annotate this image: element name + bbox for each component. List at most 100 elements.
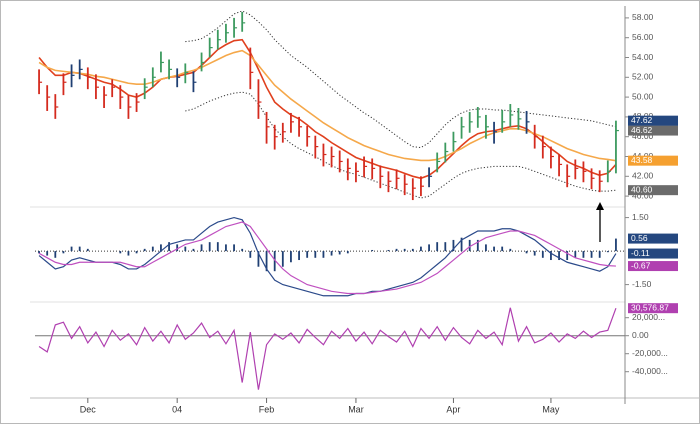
histogram-bar <box>160 244 162 252</box>
y-tick-label: 58.00 <box>632 12 654 22</box>
value-box <box>628 261 678 272</box>
histogram-bar <box>192 248 195 252</box>
histogram-bar <box>476 239 479 252</box>
histogram-bar <box>452 239 455 252</box>
histogram-bar <box>86 248 89 252</box>
histogram-bar <box>330 251 333 256</box>
histogram-bar <box>127 251 130 256</box>
histogram-bar <box>225 244 227 252</box>
histogram-bar <box>582 251 585 258</box>
y-tick-label: 56.00 <box>632 32 654 42</box>
histogram-bar <box>338 251 341 255</box>
histogram-bar <box>428 244 430 252</box>
histogram-bar <box>62 251 65 254</box>
y-tick-label: -1.50 <box>632 279 652 289</box>
y-tick-label: 40.00 <box>632 190 654 200</box>
histogram-bar <box>322 251 325 258</box>
histogram-bar <box>290 251 292 263</box>
histogram-bar <box>371 249 374 252</box>
x-tick-label: Mar <box>348 404 364 414</box>
histogram-bar <box>306 251 309 258</box>
histogram-bar <box>509 248 512 252</box>
y-tick-label: 1.50 <box>632 212 649 222</box>
oscillator-line <box>38 307 617 390</box>
histogram-bar <box>485 244 487 252</box>
value-box-label: -0.67 <box>631 260 651 270</box>
histogram-bar <box>606 251 609 253</box>
histogram-bar <box>444 242 447 252</box>
y-tick-label: 54.00 <box>632 52 654 62</box>
histogram-bar <box>46 251 49 256</box>
histogram-bar <box>257 251 260 267</box>
histogram-bar <box>541 251 544 258</box>
histogram-bar <box>54 251 57 258</box>
histogram-bar <box>314 251 317 258</box>
histogram-bar <box>233 244 235 252</box>
value-box-label: -0.11 <box>631 248 650 258</box>
histogram-bar <box>249 251 252 258</box>
histogram-bar <box>346 251 349 254</box>
x-tick-label: Apr <box>446 404 460 414</box>
histogram-bar <box>436 242 439 252</box>
indicator-line <box>38 38 617 180</box>
histogram-bar <box>176 244 179 252</box>
indicator-line <box>185 91 617 199</box>
histogram-bar <box>281 251 284 267</box>
histogram-bar <box>208 242 211 252</box>
histogram-bar <box>566 251 569 261</box>
histogram-bar <box>574 251 577 258</box>
y-tick-label: 0.00 <box>632 330 649 340</box>
indicator-line <box>185 10 617 149</box>
histogram-bar <box>460 237 463 252</box>
value-box <box>628 125 678 136</box>
histogram-bar <box>184 246 187 252</box>
value-box-label: 40.60 <box>631 184 653 194</box>
histogram-bar <box>241 248 244 252</box>
x-tick-label: May <box>542 404 560 414</box>
y-tick-label: -20,000... <box>632 348 668 358</box>
histogram-bar <box>533 251 536 256</box>
y-tick-label: -40,000... <box>632 366 668 376</box>
histogram-bar <box>216 242 219 252</box>
histogram-bar <box>273 251 276 272</box>
value-box <box>628 303 678 314</box>
histogram-bar <box>420 246 422 252</box>
histogram-bar <box>493 246 495 252</box>
value-box-label: 47.62 <box>631 115 653 125</box>
y-tick-label: 52.00 <box>632 72 654 82</box>
x-tick-label: Feb <box>259 404 275 414</box>
histogram-bar <box>501 246 504 252</box>
histogram-bar <box>135 251 138 254</box>
value-box <box>628 155 678 166</box>
histogram-bar <box>70 246 73 252</box>
value-box <box>628 185 678 196</box>
macd-line <box>38 221 616 295</box>
value-box <box>628 233 678 244</box>
histogram-bar <box>298 251 300 261</box>
histogram-bar <box>168 242 170 252</box>
x-tick-label: 04 <box>172 404 182 414</box>
histogram-bar <box>615 238 617 252</box>
histogram-bar <box>411 248 414 252</box>
value-box <box>628 248 678 259</box>
histogram-bar <box>550 251 552 261</box>
histogram-bar <box>143 248 146 252</box>
y-tick-label: 50.00 <box>632 91 654 101</box>
histogram-bar <box>387 249 390 252</box>
histogram-bar <box>590 251 593 258</box>
y-tick-label: 20,000... <box>632 312 665 322</box>
histogram-bar <box>119 251 122 254</box>
histogram-bar <box>265 251 268 272</box>
histogram-bar <box>78 246 81 252</box>
histogram-bar <box>395 248 398 252</box>
histogram-bar <box>38 251 40 254</box>
value-box-label: 46.62 <box>631 125 653 135</box>
indicator-line <box>38 49 617 162</box>
value-box-label: 43.58 <box>631 155 653 165</box>
histogram-bar <box>200 244 203 252</box>
y-tick-label: 42.00 <box>632 171 654 181</box>
